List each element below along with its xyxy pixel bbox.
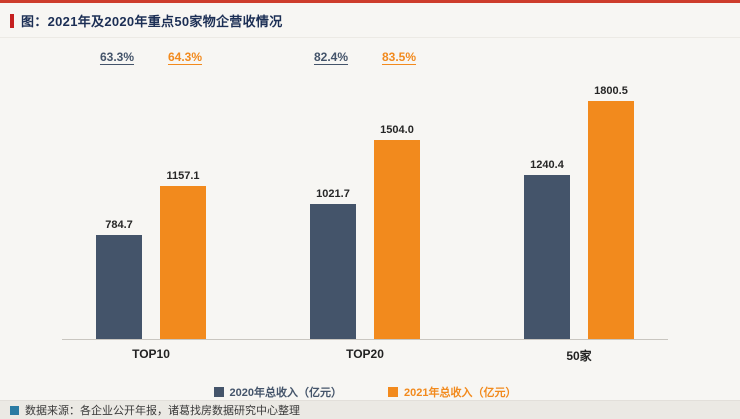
legend-label: 2021年总收入（亿元） <box>404 387 517 399</box>
growth-labels: 82.4% 83.5% <box>276 50 454 64</box>
title-accent-bar <box>10 13 14 28</box>
legend-swatch <box>388 387 398 397</box>
source-logo-icon <box>10 405 19 415</box>
growth-labels: 63.3% 64.3% <box>62 50 240 64</box>
bar-value-label: 1157.1 <box>166 170 200 182</box>
legend: 2020年总收入（亿元） 2021年总收入（亿元） <box>62 384 668 400</box>
bar <box>310 204 356 339</box>
bar-group: 63.3% 64.3% 784.7 1157.1 <box>62 50 240 339</box>
bar-group: 82.4% 83.5% 1021.7 1504.0 <box>276 50 454 339</box>
bar-column: 1157.1 <box>160 170 206 339</box>
source-text: 数据来源：各企业公开年报，诸葛找房数据研究中心整理 <box>25 405 300 417</box>
bar <box>160 186 206 339</box>
growth-label: 83.5% <box>381 50 417 64</box>
bar-column: 1021.7 <box>310 188 356 339</box>
title-bar: 图：2021年及2020年重点50家物企营收情况 <box>0 3 740 38</box>
bar-column: 1240.4 <box>524 159 570 339</box>
report-page: 图：2021年及2020年重点50家物企营收情况 63.3% 64.3% 784.7… <box>0 3 740 419</box>
bar-column: 1504.0 <box>374 124 420 339</box>
bar-column: 784.7 <box>96 219 142 339</box>
legend-swatch <box>213 387 224 397</box>
bars: 1240.4 1800.5 <box>524 85 634 339</box>
bar-value-label: 1504.0 <box>380 124 414 136</box>
legend-label: 2020年总收入（亿元） <box>229 387 342 399</box>
bar-column: 1800.5 <box>588 85 634 339</box>
x-axis-label: 50家 <box>566 349 592 363</box>
growth-label: 82.4% <box>313 50 349 64</box>
growth-label: 63.3% <box>99 50 135 64</box>
x-axis-label: TOP10 <box>132 347 170 361</box>
bar <box>524 175 570 339</box>
page-title: 图：2021年及2020年重点50家物企营收情况 <box>21 14 283 29</box>
bar-value-label: 1240.4 <box>530 159 564 171</box>
bar <box>588 101 634 339</box>
bar <box>96 235 142 339</box>
legend-item: 2021年总收入（亿元） <box>388 384 516 400</box>
growth-label: 64.3% <box>167 50 203 64</box>
bars: 1021.7 1504.0 <box>310 124 420 339</box>
x-axis: TOP10 TOP20 50家 <box>62 340 668 364</box>
bar-value-label: 1800.5 <box>594 85 628 97</box>
bar-group: 1240.4 1800.5 <box>490 50 668 339</box>
bar <box>374 140 420 339</box>
bars: 784.7 1157.1 <box>96 170 206 339</box>
plot-area: 63.3% 64.3% 784.7 1157.1 82.4% 83.5% 1021.7 150… <box>62 50 668 340</box>
source-footer: 数据来源：各企业公开年报，诸葛找房数据研究中心整理 <box>0 400 740 419</box>
x-axis-label: TOP20 <box>346 347 384 361</box>
legend-item: 2020年总收入（亿元） <box>213 384 342 400</box>
bar-value-label: 784.7 <box>105 219 133 231</box>
bar-value-label: 1021.7 <box>316 188 350 200</box>
bar-chart: 63.3% 64.3% 784.7 1157.1 82.4% 83.5% 1021.7 150… <box>0 38 740 400</box>
